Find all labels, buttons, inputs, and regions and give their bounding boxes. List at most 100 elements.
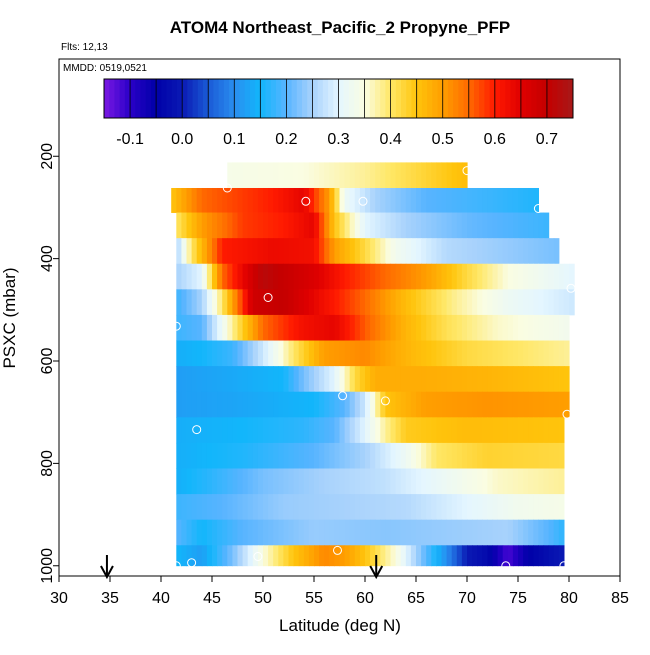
colorbar-cell <box>286 79 293 118</box>
heatmap-cell <box>344 289 351 316</box>
heatmap-cell <box>395 187 402 213</box>
heatmap-cell <box>492 263 499 290</box>
heatmap-cell <box>487 314 494 341</box>
heatmap-cell <box>528 340 534 367</box>
heatmap-cell <box>196 340 203 367</box>
y-tick-label: 400 <box>39 245 56 272</box>
heatmap-cell <box>385 263 392 290</box>
heatmap-cell <box>252 494 259 521</box>
heatmap-cell <box>456 417 463 444</box>
heatmap-cell <box>222 289 228 316</box>
heatmap-cell <box>365 468 371 495</box>
heatmap-cell <box>431 366 437 393</box>
heatmap-cell <box>339 162 346 189</box>
heatmap-cell <box>334 468 341 495</box>
heatmap-cell <box>201 442 208 469</box>
heatmap-cell <box>518 212 524 239</box>
heatmap-cell <box>507 519 514 546</box>
heatmap-cell <box>451 187 458 213</box>
heatmap-cell <box>222 417 228 444</box>
heatmap-cell <box>278 187 284 213</box>
heatmap-cell <box>314 238 320 265</box>
heatmap-cell <box>206 519 213 546</box>
sample-point <box>358 196 368 206</box>
heatmap-cell <box>482 442 488 469</box>
heatmap-cell <box>329 162 335 189</box>
heatmap-cell <box>528 494 534 521</box>
heatmap-cell <box>334 212 341 239</box>
heatmap-cell <box>273 187 279 213</box>
colorbar-cell <box>526 79 532 118</box>
heatmap-cell <box>222 314 228 341</box>
heatmap-cell <box>528 238 534 265</box>
heatmap-cell <box>523 289 529 316</box>
heatmap-cell <box>405 519 412 546</box>
heatmap-cell <box>324 187 330 213</box>
heatmap-cell <box>538 545 545 567</box>
heatmap-cell <box>334 391 341 418</box>
heatmap-cell <box>319 289 325 316</box>
heatmap-cell <box>461 417 468 444</box>
heatmap-cell <box>370 162 376 189</box>
heatmap-cell <box>395 263 402 290</box>
colorbar-cell <box>500 79 506 118</box>
heatmap-cell <box>375 494 381 521</box>
heatmap-cell <box>502 442 509 469</box>
colorbar-tick-label: 0.7 <box>536 131 558 148</box>
colorbar-cell <box>223 79 230 118</box>
heatmap-cell <box>263 442 269 469</box>
heatmap-cell <box>472 442 478 469</box>
heatmap-cell <box>456 391 463 418</box>
heatmap-cell <box>212 263 218 290</box>
heatmap-cell <box>456 545 463 567</box>
heatmap-cell <box>492 442 499 469</box>
heatmap-cell <box>477 263 483 290</box>
heatmap-cell <box>365 212 371 239</box>
heatmap-cell <box>232 289 239 316</box>
heatmap-cell <box>523 212 529 239</box>
heatmap-band <box>176 238 560 265</box>
heatmap-cell <box>222 340 228 367</box>
heatmap-cell <box>410 289 417 316</box>
heatmap-cell <box>375 417 381 444</box>
heatmap-cell <box>390 314 397 341</box>
heatmap-cell <box>242 187 249 213</box>
colorbar-cell <box>536 79 543 118</box>
heatmap-cell <box>257 519 264 546</box>
heatmap-cell <box>431 340 437 367</box>
heatmap-cell <box>308 314 315 341</box>
heatmap-cell <box>405 238 412 265</box>
heatmap-cell <box>308 545 315 567</box>
heatmap-cell <box>314 289 320 316</box>
heatmap-cell <box>421 494 427 521</box>
sample-point <box>263 293 273 302</box>
heatmap-cell <box>252 162 259 189</box>
sample-point <box>338 391 348 401</box>
heatmap-cell <box>232 391 239 418</box>
heatmap-cell <box>518 494 524 521</box>
heatmap-cell <box>339 289 346 316</box>
heatmap-cell <box>232 238 239 265</box>
heatmap-cell <box>217 263 223 290</box>
heatmap-cell <box>416 494 422 521</box>
heatmap-cell <box>232 366 239 393</box>
heatmap-cell <box>273 519 279 546</box>
heatmap-cell <box>431 238 437 265</box>
heatmap-cell <box>196 468 203 495</box>
heatmap-cell <box>436 494 443 521</box>
heatmap-cell <box>212 187 218 213</box>
heatmap-cell <box>212 238 218 265</box>
heatmap-cell <box>456 212 463 239</box>
heatmap-cell <box>502 314 509 341</box>
heatmap-cell <box>426 212 432 239</box>
heatmap-cell <box>375 545 381 567</box>
heatmap-cell <box>405 417 412 444</box>
heatmap-cell <box>553 545 560 567</box>
heatmap-cell <box>400 417 407 444</box>
y-tick-label: 1000 <box>39 548 56 584</box>
heatmap-cell <box>518 187 524 213</box>
heatmap-cell <box>319 545 325 567</box>
heatmap-cell <box>349 263 356 290</box>
heatmap-cell <box>538 391 545 418</box>
heatmap-cell <box>390 391 397 418</box>
